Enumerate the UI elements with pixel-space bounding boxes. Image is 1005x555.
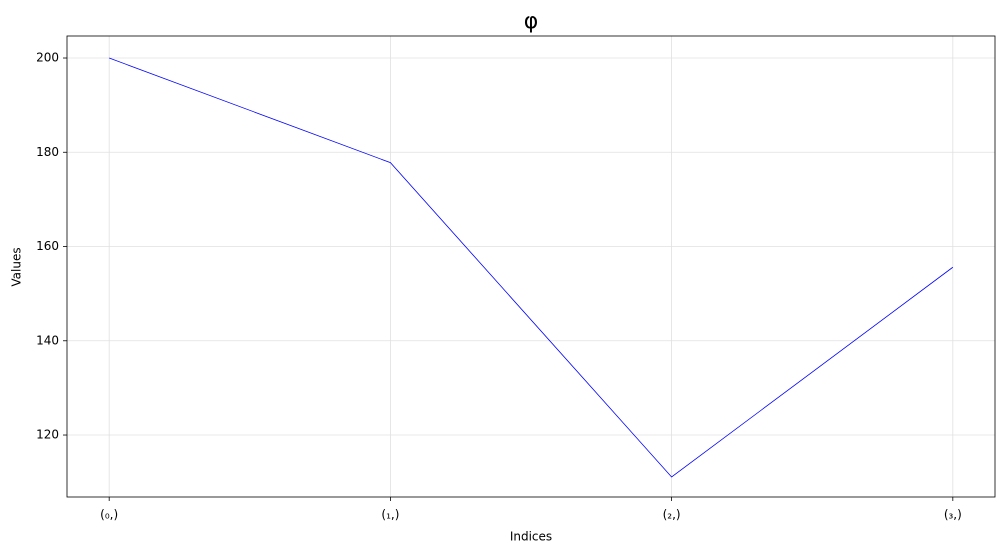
plot-frame bbox=[66, 35, 996, 498]
y-tick-label: 200 bbox=[36, 51, 59, 65]
x-tick-label: (₀,) bbox=[100, 508, 118, 522]
chart-title: φ bbox=[524, 9, 539, 34]
data-line bbox=[109, 57, 954, 478]
x-tick-label: (₂,) bbox=[663, 508, 681, 522]
y-tick-label: 180 bbox=[36, 145, 59, 159]
x-axis-label: Indices bbox=[510, 530, 552, 544]
x-tick-label: (₃,) bbox=[944, 508, 962, 522]
x-tick-label: (₁,) bbox=[381, 508, 399, 522]
y-tick-label: 120 bbox=[36, 428, 59, 442]
y-axis-label: Values bbox=[10, 247, 24, 286]
y-tick-label: 160 bbox=[36, 239, 59, 253]
y-tick-label: 140 bbox=[36, 333, 59, 347]
